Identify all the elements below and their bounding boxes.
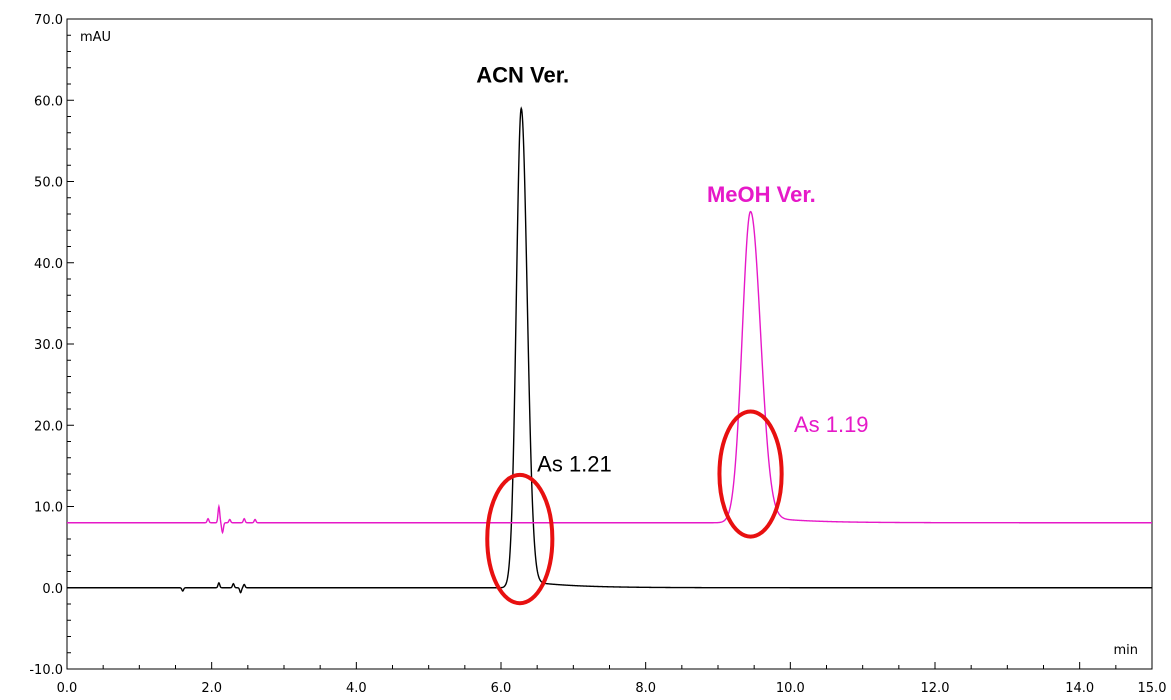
y-tick-label: 70.0 — [34, 13, 63, 28]
annotation-label: As 1.19 — [794, 412, 869, 437]
x-tick-label: 4.0 — [346, 681, 367, 696]
annotation-layer: ACN Ver. MeOH Ver. As 1.21 As 1.19 — [476, 62, 868, 476]
annotation-label: As 1.21 — [537, 452, 612, 477]
series-line-1 — [67, 106, 1152, 594]
x-axis-label: min — [1113, 643, 1138, 658]
annotation-label: MeOH Ver. — [707, 182, 816, 207]
x-tick-label: 2.0 — [201, 681, 222, 696]
y-tick-label: 0.0 — [42, 582, 63, 597]
y-tick-label: 50.0 — [34, 176, 63, 191]
annotation-label: ACN Ver. — [476, 62, 569, 87]
highlight-circle-2 — [717, 409, 784, 539]
x-tick-label: 6.0 — [491, 681, 512, 696]
y-axis-label: mAU — [80, 30, 111, 45]
y-tick-label: -10.0 — [29, 663, 63, 678]
plot-border — [66, 18, 1153, 670]
y-tick-label: 40.0 — [34, 257, 63, 272]
y-tick-label: 60.0 — [34, 94, 63, 109]
series-line-2 — [67, 210, 1152, 535]
y-tick-label: 30.0 — [34, 338, 63, 353]
axis-tick-labels: -10.0 0.0 10.0 20.0 30.0 40.0 50.0 60.0 70.0 0.0 2… — [29, 13, 1166, 696]
x-tick-label: 8.0 — [635, 681, 656, 696]
highlight-layer — [485, 409, 784, 606]
y-tick-label: 10.0 — [34, 501, 63, 516]
y-tick-label: 20.0 — [34, 419, 63, 434]
x-tick-label: 0.0 — [57, 681, 78, 696]
x-tick-label: 12.0 — [921, 681, 950, 696]
x-tick-label: 14.0 — [1065, 681, 1094, 696]
x-tick-label: 10.0 — [776, 681, 805, 696]
series-layer — [67, 106, 1152, 594]
highlight-circle-1 — [485, 472, 555, 606]
axis-ticks — [66, 18, 1153, 670]
plot-frame — [66, 18, 1153, 670]
x-tick-label: 15.0 — [1138, 681, 1167, 696]
